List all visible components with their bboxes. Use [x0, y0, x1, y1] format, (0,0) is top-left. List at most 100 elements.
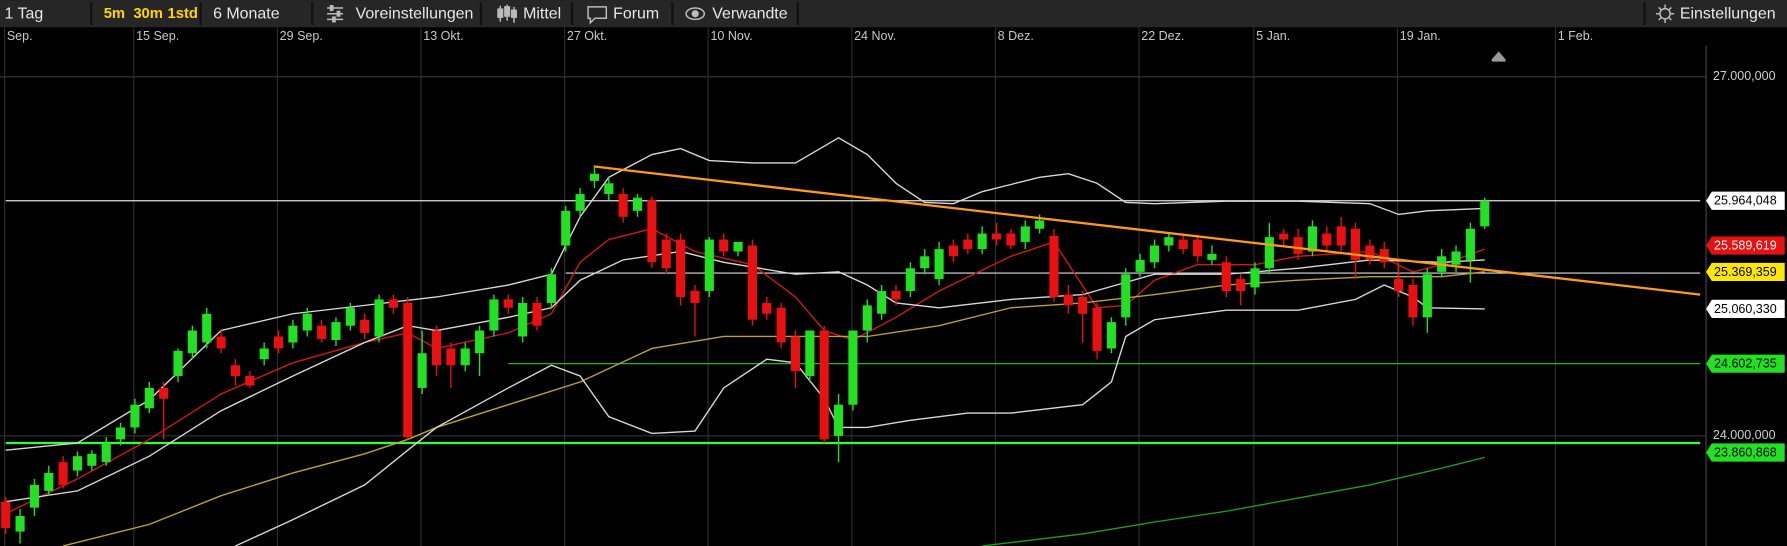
candle-body: [1307, 226, 1318, 252]
candle-body: [446, 348, 456, 366]
candle-body: [273, 336, 284, 349]
candle-body: [216, 336, 226, 349]
candle-body: [460, 348, 470, 366]
candle-body: [1049, 235, 1059, 297]
candle-body: [1422, 274, 1432, 318]
candle-body: [388, 299, 398, 308]
candle-body: [1092, 307, 1102, 351]
candle-body: [848, 330, 858, 405]
y-tick-label: 24.000,000: [1713, 428, 1776, 442]
candle-body: [1020, 226, 1030, 242]
candle-body: [1106, 322, 1116, 349]
presets-icon: [327, 5, 344, 23]
candle-body: [819, 330, 829, 440]
toolbar-button[interactable]: Mittel: [523, 6, 561, 23]
candle-body: [302, 313, 312, 331]
interval-button[interactable]: 1std: [168, 6, 198, 22]
x-tick-label: 15 Sep.: [136, 29, 179, 43]
candle-body: [202, 313, 212, 343]
candle-body: [991, 233, 1002, 240]
toolbar-button[interactable]: Verwandte: [712, 6, 787, 23]
price-label: 24.602,735: [1714, 357, 1777, 371]
x-tick-label: 13 Okt.: [423, 29, 463, 43]
candle-body: [403, 302, 413, 438]
candle-body: [1121, 274, 1131, 318]
toolbar-button[interactable]: 1 Tag: [5, 6, 44, 23]
candle-body: [1279, 233, 1289, 240]
price-label-box: [1706, 236, 1785, 255]
candle-body: [1149, 245, 1160, 263]
settings-button[interactable]: Einstellungen: [1680, 6, 1776, 23]
candle-body: [561, 210, 571, 246]
candle-body: [891, 291, 901, 300]
candle-body: [790, 336, 801, 372]
plot-area: [0, 76, 1707, 546]
scroll-marker: [1491, 51, 1506, 62]
candle-body: [101, 443, 111, 463]
candle-body: [1465, 228, 1475, 260]
candle-body: [489, 299, 499, 331]
candle-body: [977, 233, 987, 250]
price-label: 23.860,868: [1714, 445, 1777, 459]
x-tick-label: 19 Jan.: [1400, 29, 1441, 43]
candle-body: [1480, 200, 1490, 227]
candle-body: [144, 387, 154, 409]
interval-button[interactable]: 5m: [104, 6, 125, 22]
candle-body: [776, 307, 786, 343]
toolbar-button[interactable]: 6 Monate: [213, 6, 280, 23]
candle-body: [1264, 237, 1274, 269]
candle-body: [15, 516, 25, 532]
indicator-icon: [497, 4, 518, 23]
trend-line: [594, 165, 1701, 296]
candle-body: [130, 404, 140, 428]
candle-body: [1250, 268, 1260, 288]
candle-body: [762, 302, 772, 314]
candle-body: [230, 365, 241, 376]
indicator-line: [5, 137, 1485, 451]
interval-button[interactable]: 30m: [133, 6, 163, 22]
toolbar-button[interactable]: Forum: [613, 6, 659, 23]
candle-body: [1164, 237, 1174, 246]
candle-body: [920, 256, 930, 269]
candle-body: [1322, 233, 1332, 246]
candle-body: [1379, 249, 1389, 263]
toolbar-button[interactable]: Voreinstellungen: [356, 6, 474, 23]
candle-body: [647, 200, 657, 263]
candle-body: [1221, 262, 1231, 292]
candle-body: [546, 274, 556, 303]
candle-body: [1236, 279, 1246, 292]
candle-body: [1006, 233, 1016, 246]
candle-body: [948, 245, 959, 257]
candle-body: [58, 462, 68, 485]
candle-body: [1394, 279, 1404, 292]
candle-body: [173, 350, 183, 376]
price-label-box: [1706, 262, 1785, 282]
price-label-box: [1706, 443, 1785, 462]
candle-body: [1365, 245, 1375, 260]
candle-body: [704, 239, 714, 292]
candle-body: [187, 330, 197, 354]
price-label-box: [1706, 354, 1785, 373]
candle-body: [44, 472, 54, 491]
candle-body: [532, 302, 542, 326]
indicator-line: [5, 228, 1485, 515]
price-label: 25.369,359: [1714, 265, 1777, 279]
candle-body: [1207, 253, 1217, 260]
toolbar-icons: [327, 4, 1675, 25]
candle-body: [1, 501, 11, 528]
candle-body: [1078, 296, 1088, 314]
toolbar-bg: [0, 0, 1787, 28]
forum-icon: [587, 6, 608, 25]
candle-body: [72, 456, 83, 471]
price-label: 25.964,048: [1714, 194, 1777, 208]
candle-body: [259, 348, 269, 360]
candle-body: [1178, 239, 1188, 250]
candle-body: [475, 330, 485, 354]
price-label-box: [1706, 191, 1785, 210]
indicator-line: [5, 250, 1485, 503]
y-tick-label: 27.000,000: [1713, 69, 1776, 83]
candle-body: [575, 194, 585, 211]
candle-body: [632, 197, 643, 211]
price-label: 25.060,330: [1714, 302, 1777, 316]
